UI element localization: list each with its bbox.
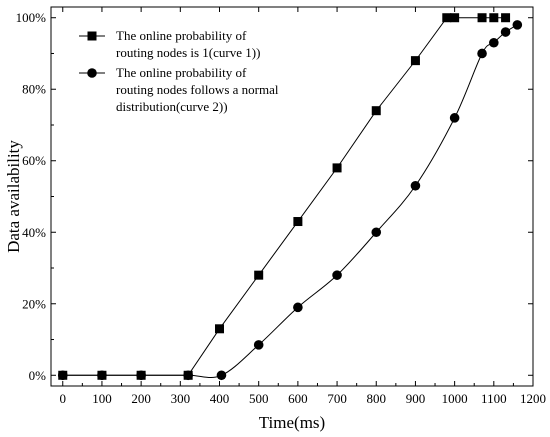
- series-2-point: [97, 370, 107, 381]
- series-2-point: [512, 20, 523, 30]
- series-1-point: [489, 13, 499, 23]
- x-tick-label: 1100: [481, 391, 507, 406]
- series-1-point: [371, 106, 381, 116]
- series-2-point: [449, 113, 460, 123]
- series-2-point: [253, 340, 264, 350]
- x-tick-label: 400: [210, 391, 230, 406]
- legend-entry-2: The online probability of routing nodes f…: [79, 65, 279, 114]
- series-2-point: [371, 227, 382, 238]
- legend-marker: [87, 68, 97, 78]
- series-1-point: [215, 324, 225, 334]
- x-tick-label: 1000: [442, 391, 468, 406]
- plot-frame: [50, 6, 534, 387]
- series-2-point: [489, 37, 499, 48]
- legend-label: routing nodes follows a normal: [116, 82, 279, 97]
- y-tick-label: 40%: [22, 225, 46, 240]
- y-tick-label: 0%: [29, 368, 47, 383]
- series-2-point: [410, 180, 421, 191]
- x-axis-title: Time(ms): [259, 413, 325, 432]
- series-2-point: [477, 48, 487, 59]
- x-tick-label: 800: [367, 391, 387, 406]
- x-tick-label: 0: [60, 391, 67, 406]
- legend-label: The online probability of: [116, 65, 247, 80]
- series-1-point: [332, 163, 342, 173]
- x-tick-label: 100: [92, 391, 112, 406]
- series-2-point: [293, 302, 303, 313]
- y-tick-label: 60%: [22, 153, 46, 168]
- series-1-point: [501, 13, 511, 23]
- x-tick-label: 300: [171, 391, 191, 406]
- y-tick-label: 20%: [22, 296, 46, 311]
- x-tick-label: 1200: [520, 391, 546, 406]
- legend-label: routing nodes is 1(curve 1)): [116, 45, 260, 60]
- legend: The online probability of routing nodes i…: [79, 28, 279, 114]
- axes-layer: 0 100 200 300 400 500 600 700 800 900 1000 1100 1200…: [16, 7, 546, 406]
- y-tick-label: 80%: [22, 82, 46, 97]
- series-2-point: [57, 370, 68, 381]
- legend-label: distribution(curve 2)): [116, 99, 228, 114]
- x-tick-label: 500: [249, 391, 269, 406]
- series-2-point: [183, 370, 193, 381]
- series-2-point: [500, 27, 511, 37]
- series-2: [57, 20, 523, 381]
- series-1-point: [477, 13, 487, 23]
- series-1-point: [442, 13, 452, 23]
- series-layer: [57, 13, 523, 381]
- series-2-point: [332, 270, 342, 280]
- y-tick-label: 100%: [16, 10, 47, 25]
- series-1-point: [450, 13, 460, 23]
- y-axis-title: Data availability: [4, 140, 23, 253]
- series-1-point: [254, 270, 264, 280]
- series-2-point: [216, 370, 227, 381]
- series-1-point: [293, 217, 303, 227]
- x-tick-label: 900: [406, 391, 426, 406]
- legend-marker: [87, 31, 97, 41]
- legend-entry-1: The online probability of routing nodes i…: [79, 28, 260, 60]
- series-1-point: [410, 56, 420, 66]
- plot-area: [50, 6, 534, 387]
- legend-label: The online probability of: [116, 28, 247, 43]
- x-tick-label: 200: [131, 391, 151, 406]
- series-2-point: [136, 370, 146, 381]
- x-tick-label: 600: [288, 391, 308, 406]
- x-tick-label: 700: [327, 391, 347, 406]
